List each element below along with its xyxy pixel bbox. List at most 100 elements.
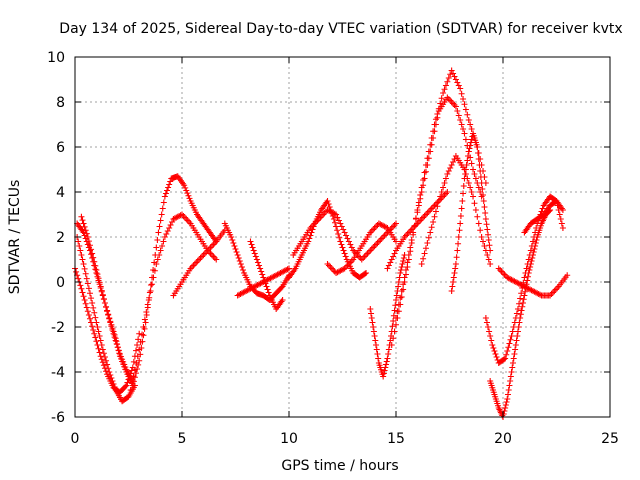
data-point xyxy=(325,201,332,207)
data-point xyxy=(385,351,392,357)
data-point xyxy=(450,279,457,285)
data-point xyxy=(450,274,457,281)
data-point xyxy=(169,219,176,225)
data-point xyxy=(505,344,512,351)
data-point xyxy=(77,282,84,289)
data-point xyxy=(393,220,399,227)
data-point xyxy=(390,223,397,230)
data-point xyxy=(75,275,82,282)
data-point xyxy=(502,405,509,411)
data-point xyxy=(391,328,398,335)
data-point xyxy=(89,300,96,306)
data-point xyxy=(103,357,110,364)
data-point xyxy=(360,255,367,261)
data-point xyxy=(149,281,156,288)
data-point xyxy=(374,351,381,357)
data-point xyxy=(397,294,404,301)
data-point xyxy=(155,229,162,236)
data-point xyxy=(183,187,190,194)
series-sat-v xyxy=(521,198,566,236)
data-point xyxy=(327,264,334,270)
data-point xyxy=(513,310,520,317)
data-point xyxy=(477,174,484,180)
data-point xyxy=(407,228,414,234)
x-tick-label: 0 xyxy=(71,431,80,447)
data-point xyxy=(381,232,388,239)
data-point xyxy=(368,315,375,321)
data-point xyxy=(450,100,457,107)
data-point xyxy=(383,358,390,365)
data-point xyxy=(361,270,368,277)
data-point xyxy=(340,226,347,233)
data-point xyxy=(101,300,108,306)
data-point xyxy=(430,135,437,141)
data-point xyxy=(141,316,148,323)
data-point xyxy=(465,180,472,186)
data-point xyxy=(460,190,467,197)
data-point xyxy=(425,155,432,162)
data-point xyxy=(248,241,255,248)
data-point xyxy=(254,259,261,266)
x-tick-label: 15 xyxy=(387,431,405,447)
data-point xyxy=(98,287,105,294)
data-point xyxy=(373,342,380,348)
data-point xyxy=(467,121,474,128)
data-point xyxy=(134,342,141,348)
data-point xyxy=(94,271,101,278)
data-point xyxy=(91,309,98,316)
data-point xyxy=(514,333,521,339)
data-point xyxy=(515,324,522,330)
data-point xyxy=(399,261,406,267)
data-point xyxy=(483,221,490,228)
data-point xyxy=(432,116,439,123)
data-point xyxy=(263,283,270,290)
data-point xyxy=(501,356,508,363)
data-point xyxy=(437,100,444,107)
data-point xyxy=(391,250,398,257)
data-point xyxy=(89,250,96,257)
data-point xyxy=(481,243,488,249)
data-point xyxy=(425,234,432,241)
data-point xyxy=(470,193,477,200)
data-point xyxy=(398,264,405,270)
data-point xyxy=(165,184,172,191)
data-point xyxy=(487,261,494,267)
data-point xyxy=(421,175,428,182)
data-point xyxy=(83,275,90,282)
data-point xyxy=(421,213,428,219)
data-point xyxy=(530,249,537,255)
data-point xyxy=(415,202,422,209)
data-point xyxy=(457,117,464,123)
data-point xyxy=(478,180,485,186)
data-point xyxy=(103,304,110,311)
data-point xyxy=(451,270,458,276)
data-point xyxy=(427,148,434,155)
data-point xyxy=(177,212,184,219)
data-point xyxy=(420,255,427,262)
data-point xyxy=(88,246,95,253)
data-point xyxy=(558,220,565,227)
data-point xyxy=(100,350,107,357)
data-point xyxy=(467,184,474,191)
series-sat-q xyxy=(418,153,494,267)
data-point xyxy=(398,294,405,300)
data-point xyxy=(431,128,438,135)
data-point xyxy=(424,240,431,246)
data-point xyxy=(381,367,388,374)
data-point xyxy=(448,162,455,168)
data-point xyxy=(96,279,103,286)
data-point xyxy=(455,112,462,119)
data-point xyxy=(78,213,85,220)
data-point xyxy=(130,373,137,380)
data-point xyxy=(93,338,100,345)
data-point xyxy=(452,76,459,83)
data-point xyxy=(146,294,153,301)
data-point xyxy=(250,247,257,254)
data-point xyxy=(341,229,348,236)
y-tick-label: 0 xyxy=(56,275,65,291)
data-point xyxy=(97,283,104,290)
data-point xyxy=(252,253,259,260)
data-point xyxy=(471,171,478,177)
data-point xyxy=(120,358,127,365)
y-axis-label: SDTVAR / TECUs xyxy=(7,180,23,295)
